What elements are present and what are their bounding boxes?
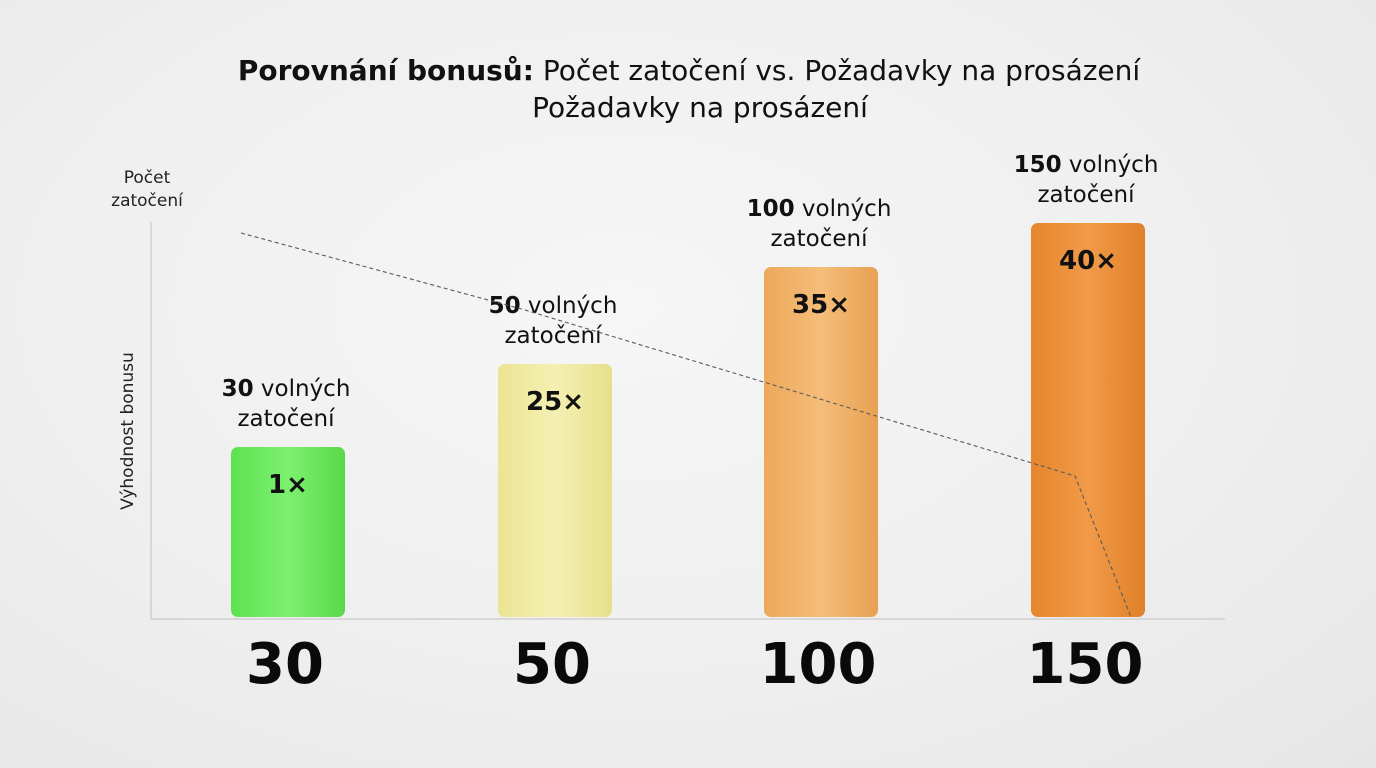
bar-label-line1-150: 150 volných — [1014, 152, 1159, 178]
bar-label-count-150: 150 — [1014, 152, 1062, 178]
x-tick-30: 30 — [246, 632, 324, 697]
bar-wagering-label-50: 25× — [526, 387, 584, 417]
bar-label-line1-30: 30 volných — [222, 376, 351, 402]
bar-label-suffix-100: volných — [795, 196, 892, 222]
bar-150 — [1031, 223, 1145, 617]
y-axis-top-label-line1: Počet — [124, 168, 171, 188]
chart-title: Porovnání bonusů: Počet zatočení vs. Pož… — [238, 54, 1142, 87]
bar-label-suffix-50: volných — [521, 293, 618, 319]
bar-label-suffix-30: volných — [254, 376, 351, 402]
bar-wagering-label-100: 35× — [792, 290, 850, 320]
chart-subtitle: Požadavky na prosázení — [532, 91, 869, 124]
bar-100 — [764, 267, 878, 617]
x-tick-100: 100 — [760, 632, 877, 697]
bar-label-line1-50: 50 volných — [489, 293, 618, 319]
bar-label-line2-30: zatočení — [237, 406, 335, 432]
bar-label-count-100: 100 — [747, 196, 795, 222]
bar-50 — [498, 364, 612, 617]
bar-label-line2-150: zatočení — [1037, 182, 1135, 208]
x-tick-150: 150 — [1027, 632, 1144, 697]
y-axis-label: Výhodnost bonusu — [118, 352, 138, 510]
chart-title-rest: Počet zatočení vs. Požadavky na prosázen… — [543, 54, 1142, 87]
bar-label-count-50: 50 — [489, 293, 521, 319]
trend-line — [240, 232, 1132, 618]
bars-group: 1× 30 volných zatočení 30 25× 50 volných zatoč… — [222, 152, 1159, 697]
bar-30 — [231, 447, 345, 617]
y-axis-top-label-line2: zatočení — [111, 191, 184, 211]
bar-wagering-label-30: 1× — [268, 470, 308, 500]
bar-wagering-label-150: 40× — [1059, 246, 1117, 276]
chart-title-bold: Porovnání bonusů: — [238, 54, 534, 87]
trend-group — [240, 232, 1132, 618]
bar-label-count-30: 30 — [222, 376, 254, 402]
bar-label-suffix-150: volných — [1062, 152, 1159, 178]
bar-label-line1-100: 100 volných — [747, 196, 892, 222]
bar-label-line2-50: zatočení — [504, 323, 602, 349]
bar-label-line2-100: zatočení — [770, 226, 868, 252]
x-tick-50: 50 — [513, 632, 591, 697]
